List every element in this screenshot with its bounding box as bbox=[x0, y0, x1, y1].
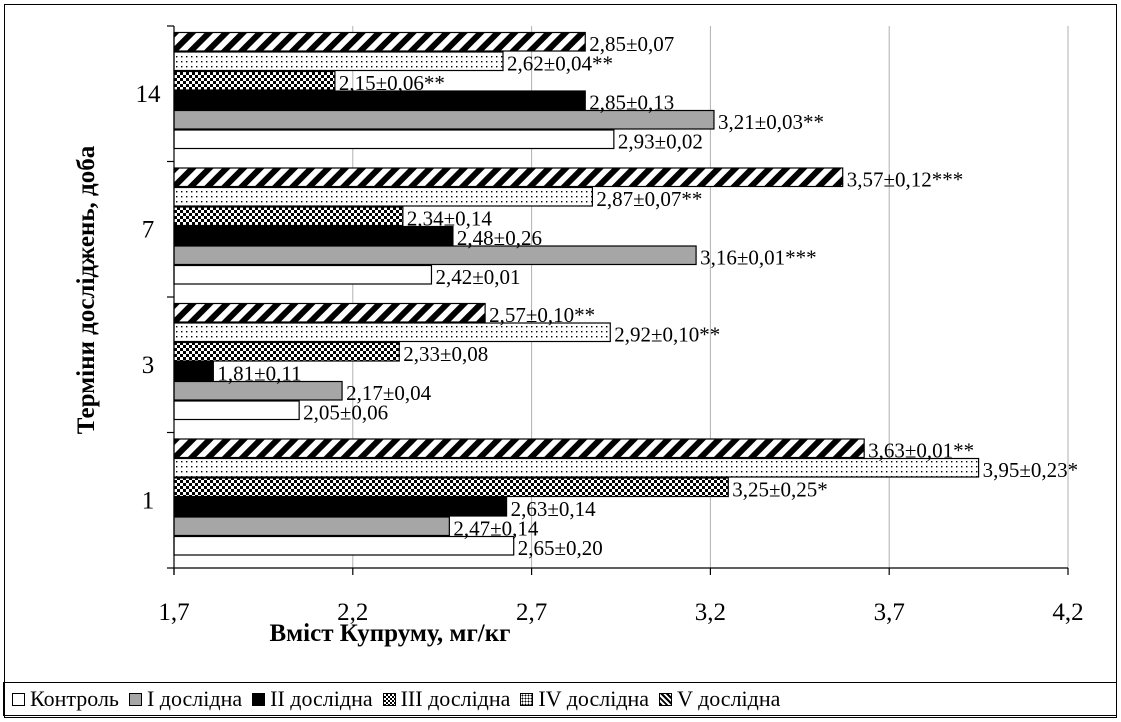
data-labels-group: 2,65±0,202,47±0,142,63±0,14 3,25±0,25* 3,9… bbox=[217, 32, 1078, 560]
legend: Контроль I дослідна II дослідна III дослідн… bbox=[3, 682, 1116, 716]
legend-item: IV дослідна bbox=[520, 686, 649, 712]
data-label: 2,85±0,07 bbox=[589, 32, 674, 56]
y-category-label: 3 bbox=[142, 352, 155, 379]
data-label: 3,57±0,12*** bbox=[847, 168, 964, 192]
data-label: 2,42±0,01 bbox=[435, 265, 520, 289]
data-label: 2,15±0,06** bbox=[339, 71, 445, 95]
data-label: 2,48±0,26 bbox=[457, 226, 542, 250]
bar bbox=[173, 496, 508, 517]
legend-label: IV дослідна bbox=[538, 686, 650, 711]
legend-swatch bbox=[382, 692, 396, 706]
legend-item: Контроль bbox=[12, 686, 119, 712]
legend-item: I дослідна bbox=[128, 686, 243, 712]
x-tick-label: 1,7 bbox=[158, 599, 189, 626]
data-label: 2,05±0,06 bbox=[303, 401, 388, 425]
data-label: 3,95±0,23* bbox=[983, 458, 1079, 482]
data-label: 2,62±0,04** bbox=[507, 52, 613, 76]
legend-swatch bbox=[659, 692, 673, 706]
x-tick-label: 2,2 bbox=[337, 599, 368, 626]
bar bbox=[173, 167, 844, 188]
bar bbox=[173, 70, 336, 91]
x-tick-label: 4,2 bbox=[1052, 599, 1083, 626]
data-label: 1,81±0,11 bbox=[217, 362, 301, 386]
y-axis-title: Терміни досліджень, доба bbox=[73, 145, 100, 434]
bar bbox=[173, 477, 729, 498]
bar bbox=[173, 400, 300, 421]
legend-swatch bbox=[128, 692, 142, 706]
bar bbox=[173, 129, 615, 150]
bar bbox=[173, 341, 400, 362]
legend-swatch bbox=[12, 692, 25, 706]
bar bbox=[173, 302, 486, 323]
data-label: 3,25±0,25* bbox=[732, 478, 828, 502]
x-axis-title: Вміст Купруму, мг/кг bbox=[269, 620, 510, 647]
data-label: 2,33±0,08 bbox=[403, 342, 488, 366]
bar bbox=[173, 438, 865, 459]
data-label: 2,63±0,14 bbox=[511, 497, 597, 521]
legend-label: I дослідна bbox=[146, 686, 243, 711]
data-label: 3,16±0,01*** bbox=[700, 246, 817, 270]
x-tick-label: 3,2 bbox=[695, 599, 726, 626]
bar bbox=[173, 361, 214, 382]
bar bbox=[173, 206, 404, 227]
legend-label: II дослідна bbox=[270, 686, 373, 711]
data-label: 2,57±0,10** bbox=[489, 303, 595, 327]
legend-swatch bbox=[252, 692, 266, 706]
legend-label: V дослідна bbox=[677, 686, 781, 711]
data-label: 2,87±0,07** bbox=[596, 187, 702, 211]
data-label: 2,92±0,10** bbox=[614, 323, 720, 347]
bar bbox=[173, 516, 450, 537]
legend-item: III дослідна bbox=[382, 686, 511, 712]
data-label: 2,47±0,14 bbox=[453, 517, 539, 541]
data-label: 2,65±0,20 bbox=[518, 536, 603, 560]
data-label: 3,21±0,03** bbox=[718, 110, 824, 134]
legend-item: II дослідна bbox=[252, 686, 373, 712]
legend-item: V дослідна bbox=[659, 686, 780, 712]
bars-group bbox=[173, 31, 980, 556]
bar bbox=[173, 186, 593, 207]
x-tick-label: 2,7 bbox=[516, 599, 547, 626]
bar bbox=[173, 264, 433, 285]
data-label: 2,85±0,13 bbox=[589, 91, 674, 115]
legend-label: Контроль bbox=[30, 686, 119, 711]
y-category-label: 7 bbox=[142, 216, 155, 243]
legend-label: III дослідна bbox=[400, 686, 511, 711]
y-category-label: 1 bbox=[142, 487, 155, 514]
bar bbox=[173, 51, 504, 72]
bar bbox=[173, 31, 586, 52]
legend-swatch bbox=[520, 692, 534, 706]
data-label: 3,63±0,01** bbox=[868, 439, 974, 463]
y-category-label: 14 bbox=[136, 81, 162, 108]
x-tick-label: 3,7 bbox=[874, 599, 905, 626]
axes-group: 1,7 2,2 2,7 3,2 3,7 4,2 1 3 7 14 bbox=[136, 25, 1084, 626]
bar bbox=[173, 245, 697, 266]
chart-frame bbox=[4, 4, 1117, 718]
data-label: 2,93±0,02 bbox=[618, 130, 703, 154]
data-label: 2,17±0,04 bbox=[346, 381, 432, 405]
bar bbox=[173, 457, 980, 478]
data-label: 2,34±0,14 bbox=[407, 207, 493, 231]
